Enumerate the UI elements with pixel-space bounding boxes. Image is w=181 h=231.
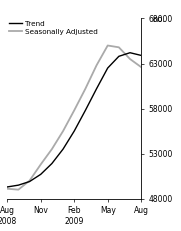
Line: Trend: Trend (7, 53, 141, 187)
Trend (140, 54, 142, 57)
Seasonally Adjusted (140, 66, 142, 69)
Trend (28, 180, 31, 183)
Seasonally Adjusted (40, 163, 42, 166)
Seasonally Adjusted (6, 187, 8, 190)
Seasonally Adjusted (51, 148, 53, 150)
Seasonally Adjusted (107, 44, 109, 47)
Trend (73, 130, 75, 132)
Trend (40, 173, 42, 176)
Trend (95, 87, 98, 90)
Trend (84, 109, 87, 112)
Trend (129, 51, 131, 54)
Trend (17, 184, 20, 186)
Seasonally Adjusted (95, 64, 98, 67)
Y-axis label: no.: no. (152, 15, 165, 24)
Seasonally Adjusted (17, 188, 20, 191)
Seasonally Adjusted (28, 179, 31, 182)
Trend (118, 55, 120, 58)
Seasonally Adjusted (129, 58, 131, 60)
Seasonally Adjusted (118, 46, 120, 49)
Legend: Trend, Seasonally Adjusted: Trend, Seasonally Adjusted (9, 20, 99, 35)
Trend (107, 67, 109, 69)
Trend (51, 162, 53, 165)
Seasonally Adjusted (84, 87, 87, 90)
Line: Seasonally Adjusted: Seasonally Adjusted (7, 46, 141, 190)
Trend (6, 185, 8, 188)
Seasonally Adjusted (62, 130, 64, 132)
Trend (62, 148, 64, 150)
Seasonally Adjusted (73, 109, 75, 112)
